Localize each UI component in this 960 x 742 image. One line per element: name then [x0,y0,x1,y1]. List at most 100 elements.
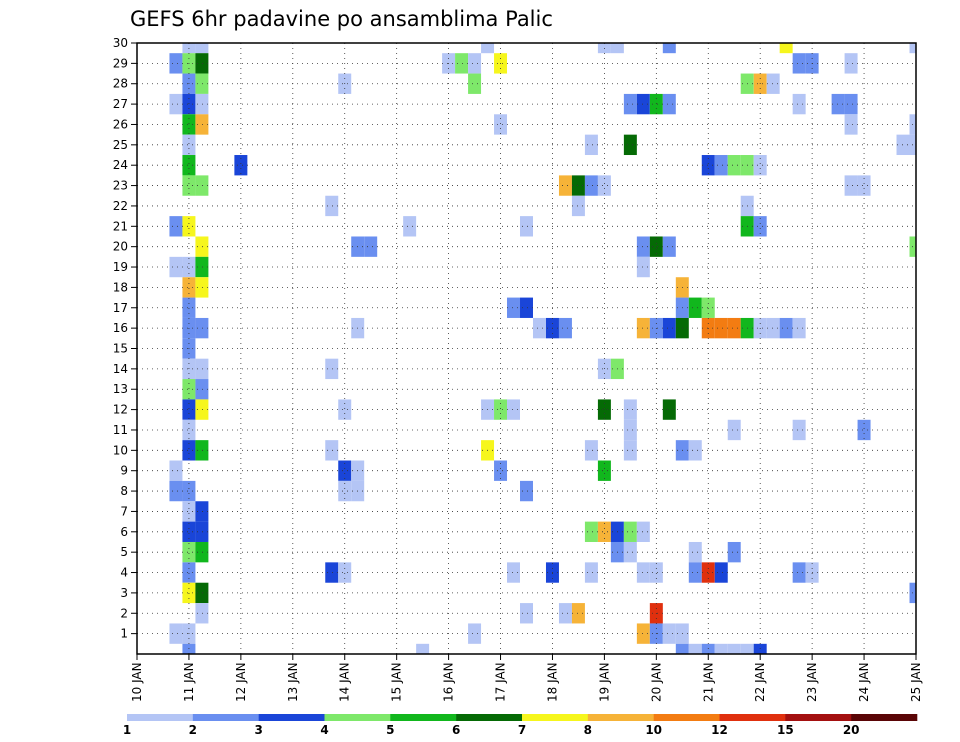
precip-cell [857,419,871,441]
precip-cell [766,73,780,94]
precip-cell [623,440,637,461]
y-tick-label: 28 [113,77,128,91]
legend-swatch [390,714,457,721]
precip-cell [623,399,637,420]
precip-cell [468,53,482,74]
precip-cell [494,114,508,135]
precip-cell [558,603,572,624]
x-tick-label: 19 JAN [597,662,611,702]
y-tick-label: 29 [113,56,128,70]
x-tick-label: 25 JAN [909,662,923,702]
legend-label: 6 [452,723,460,737]
precip-cell [520,216,533,237]
y-tick-label: 19 [113,260,128,274]
precip-cell [195,317,209,339]
precip-cell [182,582,196,604]
precip-cell [182,399,196,420]
grid-lines [137,43,916,654]
precip-cell [195,93,209,115]
legend-swatch [719,714,786,721]
x-tick-label: 10 JAN [130,662,144,702]
precip-cell [792,53,806,74]
precip-cell [338,460,352,481]
precip-cell [857,175,871,196]
x-tick-label: 18 JAN [545,662,559,702]
x-tick-label: 22 JAN [753,662,767,702]
y-tick-label: 16 [113,321,128,335]
precip-cell [844,114,858,135]
precip-cell [338,480,352,502]
precip-cell [169,623,183,644]
precip-cell [844,93,858,115]
precip-cell [571,175,585,196]
precip-cell [727,155,741,176]
y-tick-label: 24 [113,158,128,172]
precip-cell [636,562,650,583]
y-tick-label: 27 [113,97,128,111]
legend-label: 5 [386,723,394,737]
precip-cell [779,43,793,54]
precip-cell [182,541,196,563]
precip-cell [481,43,495,54]
precip-cell [623,541,637,563]
y-tick-label: 2 [120,606,128,620]
precip-cell [701,155,715,176]
precip-cell [662,623,676,644]
precip-cell [558,175,572,196]
precip-cell [169,93,183,115]
precip-cell [636,623,650,644]
precip-cell [753,216,767,237]
precip-cell [195,541,209,563]
precip-cell [195,277,209,298]
precip-cell [325,440,339,461]
precip-cell [714,155,728,176]
precip-cell [507,562,520,583]
precip-cell [455,53,469,74]
precip-cell [844,53,858,74]
legend-label: 15 [777,723,794,737]
precip-cell [169,53,183,74]
x-tick-label: 20 JAN [649,662,663,702]
precip-cell [636,317,650,339]
legend-swatch [192,714,259,721]
precip-cell [584,134,598,156]
precip-cell [623,419,637,441]
precip-cell [636,521,650,542]
y-tick-label: 23 [113,179,128,193]
precip-cell [597,175,611,196]
precip-cell [597,460,611,481]
precip-cell [182,93,196,115]
legend-label: 8 [584,723,592,737]
precip-cell [325,195,339,217]
precip-cell [234,155,248,176]
precip-cell [727,643,741,654]
precip-cell [532,317,546,339]
precip-cell [182,480,196,502]
precip-cell [571,603,585,624]
y-tick-label: 15 [113,342,128,356]
x-tick-label: 13 JAN [286,662,300,702]
precip-cell [792,317,806,339]
legend-swatch [587,714,654,721]
y-tick-label: 1 [120,627,128,641]
precip-cell [792,419,806,441]
x-tick-label: 24 JAN [857,662,871,702]
legend-swatch [456,714,523,721]
precip-cell [182,114,196,135]
precip-cell [714,317,728,339]
precip-cell [195,399,209,420]
precip-cell [688,541,702,563]
precip-cell [623,521,637,542]
precip-cell [688,440,702,461]
precip-cell [623,134,637,156]
precip-cell [740,643,754,654]
precip-cell [636,93,650,115]
y-tick-label: 12 [113,403,128,417]
precip-cell [727,317,741,339]
y-tick-label: 7 [120,504,128,518]
precip-cell [649,93,663,115]
precip-cell [896,134,910,156]
precip-cell [507,399,520,420]
precip-cell [182,521,196,542]
y-tick-label: 5 [120,545,128,559]
